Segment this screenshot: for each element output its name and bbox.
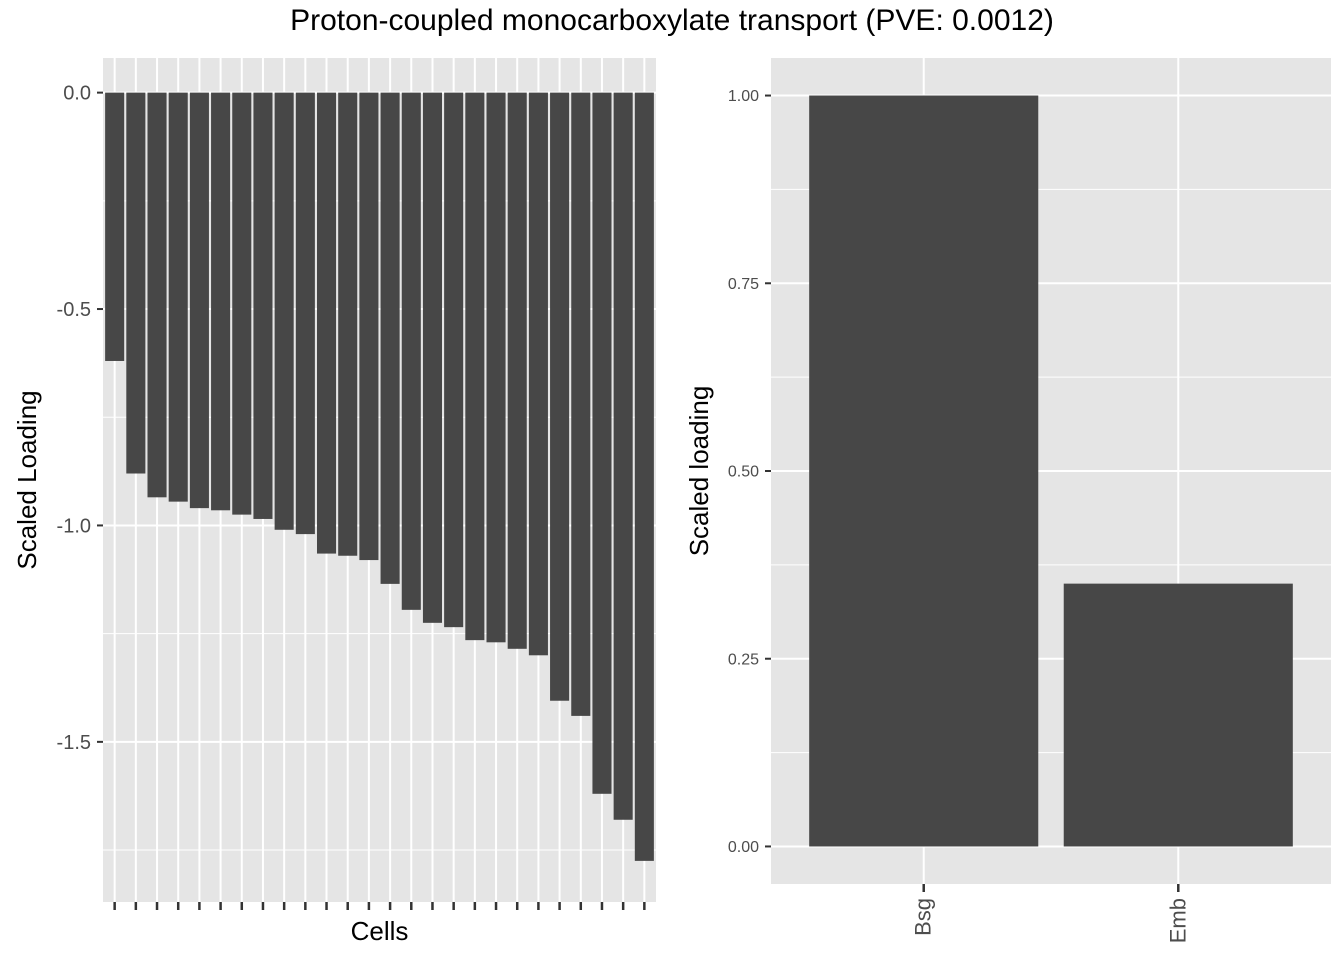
bar-0-8 [274, 92, 294, 530]
bar-0-1 [126, 92, 146, 474]
bar-0-25 [634, 92, 654, 861]
y-tick-label: 0.25 [728, 651, 759, 668]
y-tick-label: -1.0 [57, 515, 91, 537]
x-tick-label: Emb [1165, 898, 1190, 943]
x-tick-label: Bsg [911, 898, 936, 936]
y-tick-label: 0.50 [728, 464, 759, 481]
bar-0-11 [338, 92, 358, 556]
bar-0-5 [211, 92, 231, 511]
y-tick-label: 0.75 [728, 276, 759, 293]
bar-0-3 [168, 92, 188, 502]
bar-0-10 [316, 92, 337, 554]
bar-0-20 [528, 92, 548, 656]
bar-0-0 [105, 92, 125, 361]
y-tick-label: 0.0 [63, 83, 91, 105]
y-tick-label: -0.5 [57, 299, 91, 321]
y-tick-label: 0.00 [728, 839, 759, 856]
bar-0-21 [550, 92, 570, 701]
bar-0-22 [571, 92, 591, 716]
bar-0-12 [359, 92, 379, 561]
bar-0-18 [486, 92, 506, 643]
y-tick-label: 1.00 [728, 88, 759, 105]
bar-0-17 [465, 92, 485, 641]
y-axis-label: Scaled Loading [12, 390, 42, 569]
x-axis-label: Cells [351, 916, 409, 946]
bar-0-14 [401, 92, 421, 610]
chart-title: Proton-coupled monocarboxylate transport… [290, 4, 1054, 37]
bar-0-4 [189, 92, 209, 509]
bar-0-7 [253, 92, 273, 519]
bar-1-1 [1063, 583, 1293, 847]
bar-1-0 [809, 95, 1039, 847]
y-axis-label: Scaled loading [684, 386, 714, 557]
bar-0-19 [507, 92, 527, 649]
bar-0-15 [422, 92, 443, 623]
bar-0-2 [147, 92, 167, 498]
y-tick-label: -1.5 [57, 732, 91, 754]
bar-0-23 [592, 92, 612, 794]
bar-0-24 [613, 92, 633, 820]
bar-0-9 [295, 92, 315, 535]
bar-0-13 [380, 92, 400, 584]
bar-0-16 [444, 92, 464, 628]
bar-0-6 [232, 92, 252, 515]
